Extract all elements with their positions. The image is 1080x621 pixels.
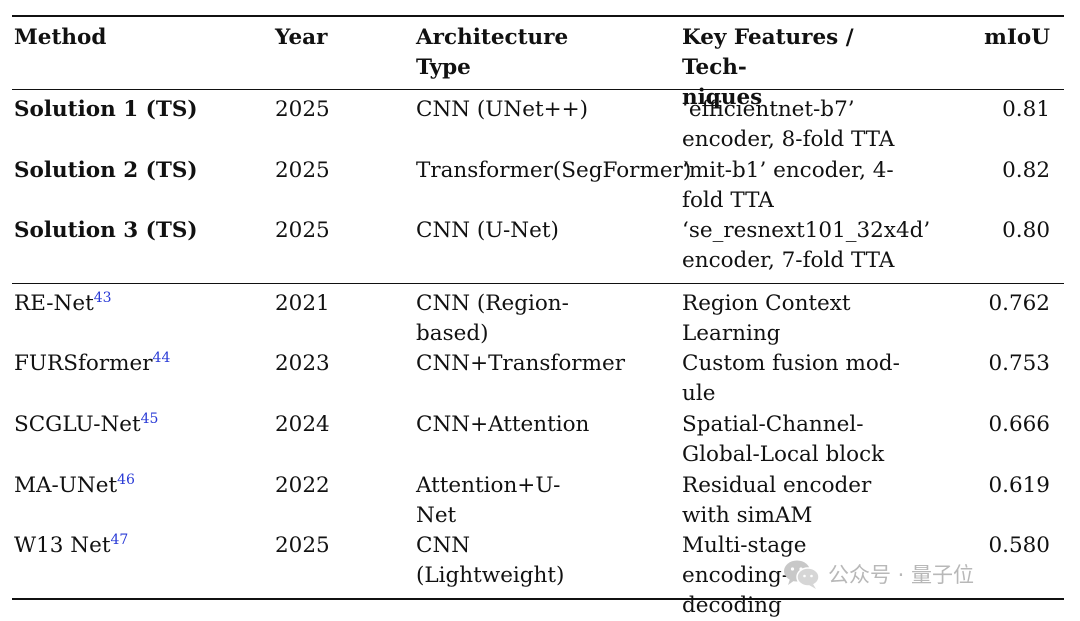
header-key-features: Key Features / Tech- niques (682, 25, 854, 110)
method-cell: MA-UNet46 (14, 471, 264, 501)
header-rule (12, 89, 1064, 90)
miou-cell: 0.580 (988, 533, 1050, 558)
year-cell: 2021 (275, 291, 330, 316)
architecture-cell: CNN (Region- based) (416, 291, 569, 346)
miou-cell: 0.762 (988, 291, 1050, 316)
header-miou: mIoU (984, 25, 1050, 50)
miou-cell: 0.81 (1002, 97, 1050, 122)
year-cell: 2025 (275, 158, 330, 183)
year-cell: 2025 (275, 97, 330, 122)
year-cell: 2024 (275, 412, 330, 437)
method-name: SCGLU-Net (14, 412, 141, 437)
features-cell: Spatial-Channel- Global-Local block (682, 412, 885, 467)
method-name: MA-UNet (14, 473, 118, 498)
method-cell: RE-Net43 (14, 289, 264, 319)
citation-link[interactable]: 44 (152, 350, 171, 366)
group-rule (12, 283, 1064, 284)
miou-cell: 0.619 (988, 473, 1050, 498)
citation-link[interactable]: 43 (93, 290, 112, 306)
watermark: 公众号 · 量子位 (782, 556, 974, 592)
features-cell: Region Context Learning (682, 291, 851, 346)
header-architecture-type: Architecture Type (416, 25, 569, 80)
method-cell: FURSformer44 (14, 349, 264, 379)
method-cell: SCGLU-Net45 (14, 410, 264, 440)
features-cell: Residual encoder with simAM (682, 473, 872, 528)
architecture-cell: CNN (U-Net) (416, 218, 559, 243)
miou-cell: 0.666 (988, 412, 1050, 437)
citation-link[interactable]: 45 (140, 411, 159, 427)
year-cell: 2022 (275, 473, 330, 498)
method-cell: Solution 1 (TS) (14, 97, 198, 122)
miou-cell: 0.82 (1002, 158, 1050, 183)
features-cell: ‘mit-b1’ encoder, 4- fold TTA (682, 158, 894, 213)
year-cell: 2023 (275, 351, 330, 376)
citation-link[interactable]: 46 (117, 472, 135, 488)
architecture-cell: Transformer(SegFormer) (416, 158, 692, 183)
method-name: FURSformer (14, 351, 153, 376)
year-cell: 2025 (275, 218, 330, 243)
architecture-cell: CNN (Lightweight) (416, 533, 565, 588)
features-cell: Multi-stage encoding- decoding (682, 533, 807, 618)
architecture-cell: CNN+Attention (416, 412, 590, 437)
method-cell: W13 Net47 (14, 531, 264, 561)
method-name: W13 Net (14, 533, 111, 558)
method-name: RE-Net (14, 291, 94, 316)
features-cell: ‘se_resnext101_32x4d’ encoder, 7-fold TT… (682, 218, 931, 273)
header-method: Method (14, 25, 107, 50)
table-bottom-rule (12, 598, 1064, 600)
year-cell: 2025 (275, 533, 330, 558)
miou-cell: 0.753 (988, 351, 1050, 376)
miou-cell: 0.80 (1002, 218, 1050, 243)
watermark-text: 公众号 · 量子位 (828, 563, 975, 587)
wechat-icon (784, 560, 820, 589)
citation-link[interactable]: 47 (110, 532, 129, 548)
architecture-cell: CNN+Transformer (416, 351, 625, 376)
features-cell: ‘efficientnet-b7’ encoder, 8-fold TTA (682, 97, 895, 152)
method-cell: Solution 2 (TS) (14, 158, 198, 183)
architecture-cell: Attention+U- Net (416, 473, 561, 528)
table-top-rule (12, 15, 1064, 17)
header-year: Year (275, 25, 328, 50)
method-cell: Solution 3 (TS) (14, 218, 198, 243)
architecture-cell: CNN (UNet++) (416, 97, 589, 122)
features-cell: Custom fusion mod- ule (682, 351, 900, 406)
